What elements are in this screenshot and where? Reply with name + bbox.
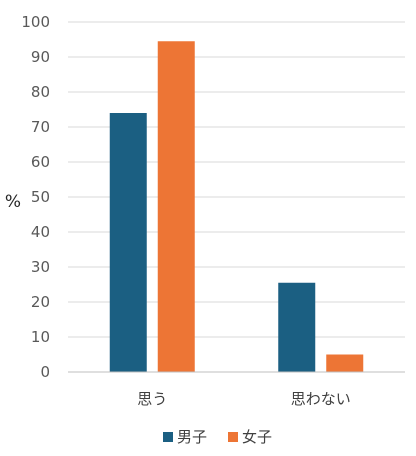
bar-girls-0 xyxy=(157,41,195,372)
y-tick-label: 0 xyxy=(40,363,50,381)
bars xyxy=(109,41,364,372)
y-tick-label: 50 xyxy=(31,188,50,206)
y-tick-label: 100 xyxy=(21,13,50,31)
bar-girls-1 xyxy=(326,354,364,372)
legend-label: 男子 xyxy=(177,428,207,446)
y-tick-label: 60 xyxy=(31,153,50,171)
y-tick-label: 20 xyxy=(31,293,50,311)
legend: 男子 女子 xyxy=(163,428,272,446)
y-tick-label: 10 xyxy=(31,328,50,346)
y-tick-label: 30 xyxy=(31,258,50,276)
x-axis-categories: 思う 思わない xyxy=(137,390,351,408)
y-axis-label: % xyxy=(5,192,21,212)
y-tick-label: 80 xyxy=(31,83,50,101)
y-tick-label: 70 xyxy=(31,118,50,136)
legend-label: 女子 xyxy=(242,428,272,446)
y-axis-ticks: 0 10 20 30 40 50 60 70 80 90 100 xyxy=(21,13,50,381)
legend-swatch xyxy=(228,432,238,442)
bar-boys-0 xyxy=(109,113,147,372)
x-category-label: 思う xyxy=(137,390,167,408)
x-category-label: 思わない xyxy=(291,390,351,408)
bar-boys-1 xyxy=(278,282,316,372)
y-tick-label: 40 xyxy=(31,223,50,241)
legend-swatch xyxy=(163,432,173,442)
y-tick-label: 90 xyxy=(31,48,50,66)
